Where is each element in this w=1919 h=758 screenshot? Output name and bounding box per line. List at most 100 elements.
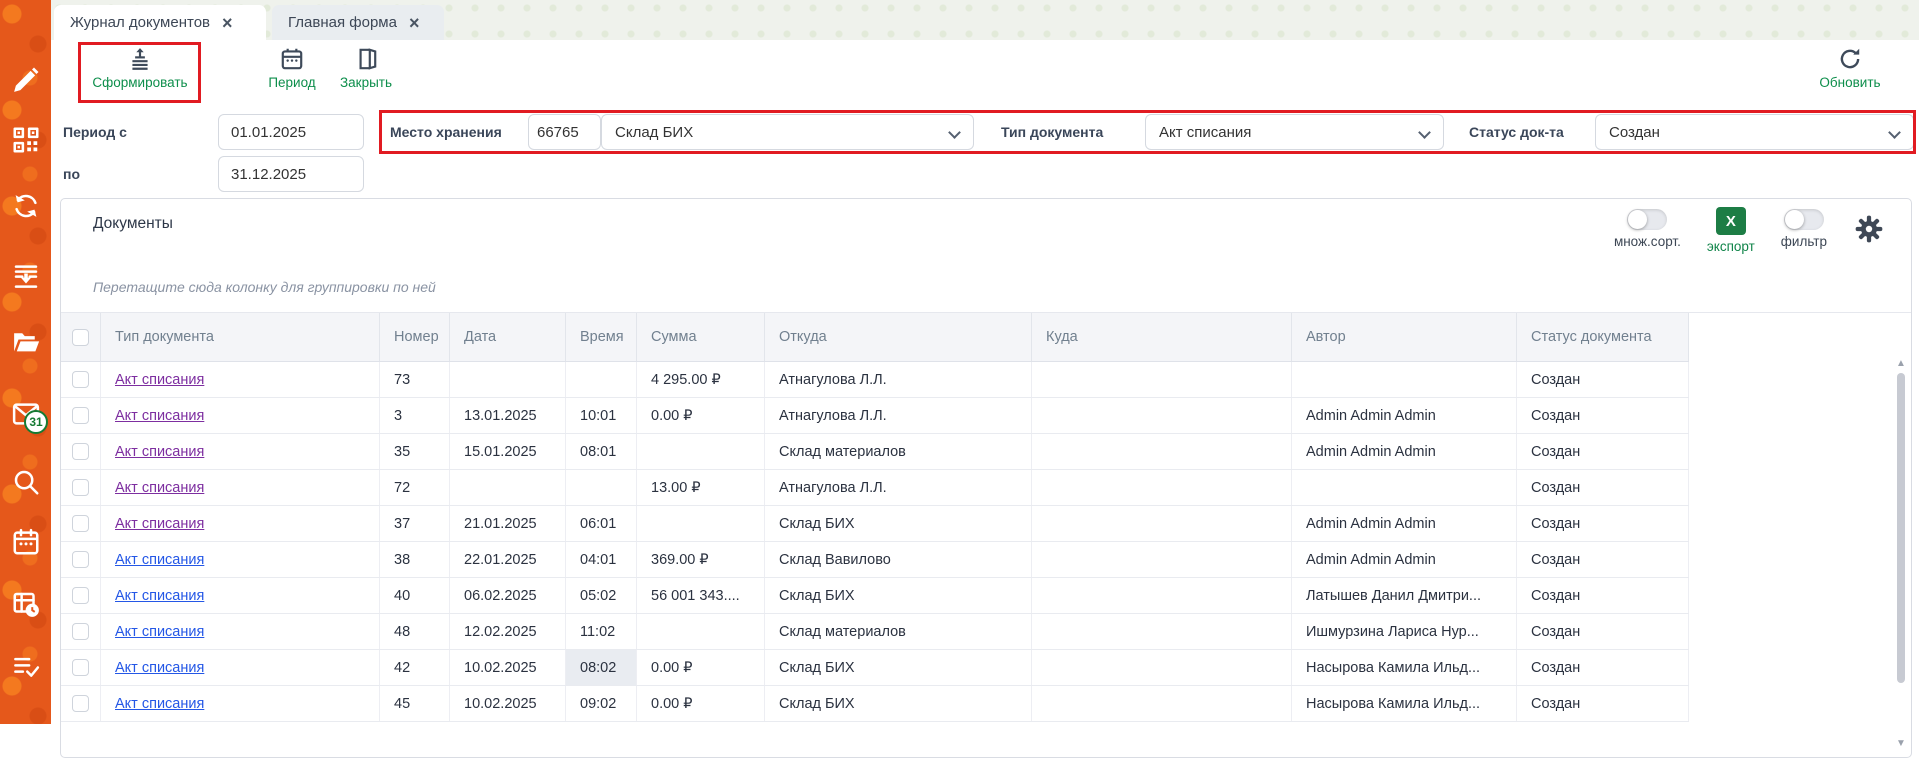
period-to-input[interactable] — [218, 156, 364, 192]
column-header-8[interactable]: Автор — [1292, 313, 1517, 361]
doc-link[interactable]: Акт списания — [115, 551, 205, 568]
table-row: Акт списания 73 4 295.00 ₽ Атнагулова Л.Л. С… — [61, 362, 1689, 398]
column-header-3[interactable]: Дата — [450, 313, 566, 361]
cell: Создан — [1517, 362, 1689, 397]
cell — [1032, 362, 1292, 397]
search-icon[interactable] — [0, 464, 51, 500]
cell: 08:02 — [566, 650, 637, 685]
row-checkbox-cell — [61, 506, 101, 541]
multisort-toggle[interactable]: множ.сорт. — [1614, 207, 1681, 249]
doc-type-select[interactable]: Акт списания — [1145, 114, 1444, 150]
select-all-checkbox[interactable] — [72, 328, 89, 346]
column-header-1[interactable]: Тип документа — [101, 313, 380, 361]
row-checkbox[interactable] — [72, 659, 89, 676]
excel-icon[interactable]: X — [1715, 207, 1746, 235]
table-header-row: Тип документа Номер Дата Время Сумма Откуда Ку… — [61, 313, 1689, 362]
close-label: Закрыть — [340, 75, 392, 90]
toggle-off-icon[interactable] — [1627, 209, 1668, 230]
row-checkbox[interactable] — [72, 551, 89, 568]
sync-icon[interactable] — [0, 188, 51, 224]
row-checkbox[interactable] — [72, 479, 89, 496]
scroll-down-icon[interactable]: ▼ — [1896, 738, 1906, 749]
doc-link[interactable]: Акт списания — [115, 371, 205, 388]
period-label: Период — [268, 75, 316, 90]
doc-link[interactable]: Акт списания — [115, 515, 205, 532]
toggle-off-icon[interactable] — [1783, 209, 1824, 230]
row-checkbox[interactable] — [72, 371, 89, 388]
doc-type-cell: Акт списания — [101, 542, 380, 577]
cell: 48 — [380, 614, 450, 649]
settings-button[interactable] — [1853, 213, 1885, 250]
storage-code-input[interactable] — [528, 114, 601, 150]
doc-type-cell: Акт списания — [101, 578, 380, 613]
cell: 06:01 — [566, 506, 637, 541]
row-checkbox[interactable] — [72, 443, 89, 460]
doc-link[interactable]: Акт списания — [115, 695, 205, 712]
checklist-icon[interactable] — [0, 648, 51, 684]
period-button[interactable]: Период — [261, 46, 323, 90]
doc-type-cell: Акт списания — [101, 686, 380, 721]
groupby-dropzone[interactable]: Перетащите сюда колонку для группировки … — [61, 263, 1911, 313]
pencil-icon[interactable] — [0, 62, 51, 98]
row-checkbox[interactable] — [72, 515, 89, 532]
cell: Admin Admin Admin — [1292, 506, 1517, 541]
cell: 15.01.2025 — [450, 434, 566, 469]
tab-journal-close-icon[interactable]: × — [222, 12, 233, 33]
cell: Насырова Камила Ильд... — [1292, 650, 1517, 685]
tab-main-form[interactable]: Главная форма × — [272, 5, 444, 40]
doc-link[interactable]: Акт списания — [115, 659, 205, 676]
folder-open-icon[interactable] — [0, 324, 51, 360]
column-header-5[interactable]: Сумма — [637, 313, 765, 361]
doc-link[interactable]: Акт списания — [115, 587, 205, 604]
table-row: Акт списания 72 13.00 ₽ Атнагулова Л.Л. Созд… — [61, 470, 1689, 506]
table-row: Акт списания 48 12.02.2025 11:02 Склад матер… — [61, 614, 1689, 650]
generate-button[interactable]: Сформировать — [91, 46, 189, 90]
mail-icon[interactable]: 31 — [0, 396, 51, 434]
column-header-4[interactable]: Время — [566, 313, 637, 361]
row-checkbox[interactable] — [72, 587, 89, 604]
column-header-2[interactable]: Номер — [380, 313, 450, 361]
column-header-7[interactable]: Куда — [1032, 313, 1292, 361]
doc-link[interactable]: Акт списания — [115, 479, 205, 496]
calendar-icon[interactable] — [0, 524, 51, 560]
row-checkbox[interactable] — [72, 407, 89, 424]
report-clock-icon[interactable] — [0, 586, 51, 622]
tab-main-form-close-icon[interactable]: × — [408, 12, 420, 33]
cell: 13.01.2025 — [450, 398, 566, 433]
row-checkbox-cell — [61, 470, 101, 505]
column-header-6[interactable]: Откуда — [765, 313, 1032, 361]
doc-link[interactable]: Акт списания — [115, 407, 205, 424]
cell — [450, 362, 566, 397]
column-header-9[interactable]: Статус документа — [1517, 313, 1689, 361]
doc-link[interactable]: Акт списания — [115, 443, 205, 460]
groupby-hint: Перетащите сюда колонку для группировки … — [93, 279, 436, 295]
vertical-scrollbar[interactable]: ▲ ▼ — [1894, 359, 1908, 749]
cell: Атнагулова Л.Л. — [765, 362, 1032, 397]
import-tray-icon[interactable] — [0, 258, 51, 294]
select-all-checkbox-cell[interactable] — [61, 313, 101, 361]
status-select[interactable]: Создан — [1595, 114, 1914, 150]
tab-journal[interactable]: Журнал документов × — [54, 5, 266, 40]
doc-link[interactable]: Акт списания — [115, 623, 205, 640]
cell: Создан — [1517, 650, 1689, 685]
export-button[interactable]: X экспорт — [1707, 207, 1755, 254]
scrollbar-thumb[interactable] — [1897, 373, 1905, 683]
qr-code-icon[interactable] — [0, 122, 51, 158]
filter-label: фильтр — [1780, 234, 1827, 249]
table-row: Акт списания 38 22.01.2025 04:01 369.00 ₽ Скл… — [61, 542, 1689, 578]
cell: 0.00 ₽ — [637, 686, 765, 721]
storage-select[interactable]: Склад БИХ — [601, 114, 974, 150]
close-button[interactable]: Закрыть — [333, 46, 399, 90]
row-checkbox[interactable] — [72, 695, 89, 712]
scroll-up-icon[interactable]: ▲ — [1896, 358, 1906, 369]
cell: 0.00 ₽ — [637, 650, 765, 685]
cell — [566, 362, 637, 397]
cell — [1032, 650, 1292, 685]
filter-toggle[interactable]: фильтр — [1781, 207, 1827, 249]
app-sidebar: 31 — [0, 0, 51, 724]
cell — [637, 434, 765, 469]
period-from-input[interactable] — [218, 114, 364, 150]
row-checkbox[interactable] — [72, 623, 89, 640]
table-row: Акт списания 42 10.02.2025 08:02 0.00 ₽ Склад… — [61, 650, 1689, 686]
refresh-button[interactable]: Обновить — [1813, 46, 1887, 90]
